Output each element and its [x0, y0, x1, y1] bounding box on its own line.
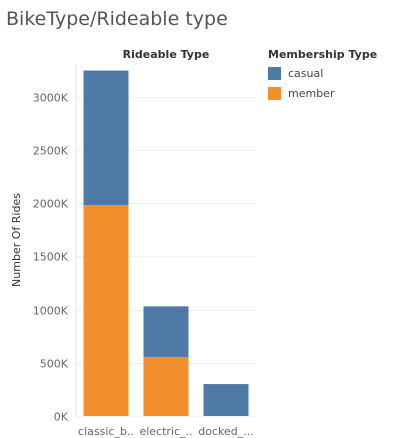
x-tick-label: electric_..	[139, 425, 192, 438]
legend-swatch-casual	[268, 66, 281, 80]
y-tick-label: 1500K	[33, 251, 69, 264]
y-tick-label: 0K	[54, 411, 69, 424]
bar-casual[interactable]	[83, 70, 129, 206]
legend-title: Membership Type	[268, 48, 378, 61]
bars	[83, 70, 249, 416]
y-tick-label: 500K	[40, 358, 69, 371]
legend-item-casual[interactable]: casual	[268, 66, 323, 80]
y-axis-label: Number Of Rides	[10, 193, 23, 287]
x-tick-label: docked_...	[198, 425, 253, 438]
bar-casual[interactable]	[203, 384, 249, 416]
y-tick-label: 1000K	[33, 305, 69, 318]
x-tick-label: classic_b..	[78, 425, 134, 438]
legend-label-member: member	[288, 86, 335, 100]
y-tick-label: 3000K	[33, 92, 69, 105]
axes: 0K 500K 1000K 1500K 2000K 2500K 3000K classic_b…	[33, 64, 254, 438]
bar-casual[interactable]	[143, 306, 189, 357]
bar-member[interactable]	[83, 205, 129, 416]
legend-item-member[interactable]: member	[268, 86, 334, 100]
bar-member[interactable]	[143, 356, 189, 416]
chart-title: Rideable Type	[123, 48, 210, 61]
y-tick-label: 2000K	[33, 198, 69, 211]
y-tick-label: 2500K	[33, 145, 69, 158]
legend-swatch-member	[268, 86, 281, 100]
page-title: BikeType/Rideable type	[6, 8, 228, 30]
legend-label-casual: casual	[288, 66, 324, 80]
